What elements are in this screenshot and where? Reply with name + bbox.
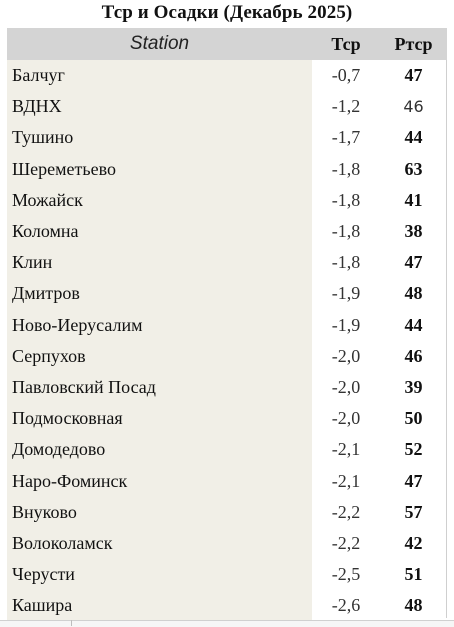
temp-value: -2,0 xyxy=(331,345,361,366)
station-name: Черусти xyxy=(7,559,312,591)
table-row: Шереметьево -1,8 63 xyxy=(7,153,447,185)
precip-value: 41 xyxy=(404,189,423,210)
header-precip: Ртср xyxy=(394,33,433,54)
data-table-container: Station Тср Ртср Балчуг -0,7 47 ВДНХ -1,… xyxy=(7,28,447,622)
table-row: Коломна -1,8 38 xyxy=(7,215,447,248)
precip-value: 44 xyxy=(404,127,423,148)
station-name: Подмосковная xyxy=(7,403,312,435)
station-name: Дмитров xyxy=(7,278,312,310)
handwritten-edit: 46 xyxy=(397,94,430,119)
table-row: Кашира -2,6 48 xyxy=(7,590,447,622)
precip-value: 48 xyxy=(404,283,423,304)
temp-value: -1,7 xyxy=(331,127,361,148)
precip-value: 48 xyxy=(404,595,423,616)
table-row: Тушино -1,7 44 xyxy=(7,122,447,154)
sheet-bottom-bar xyxy=(0,620,454,627)
station-name: Ново-Иерусалим xyxy=(7,309,312,341)
precip-value: 50 xyxy=(404,408,423,429)
precip-value: 44 xyxy=(404,314,423,335)
station-name: Можайск xyxy=(7,184,312,216)
station-name: Тушино xyxy=(7,122,312,154)
table-row: Подмосковная -2,0 50 xyxy=(7,403,447,435)
station-name: Внуково xyxy=(7,496,312,528)
precip-value: 57 xyxy=(404,501,423,522)
station-name: ВДНХ xyxy=(7,91,312,123)
temp-value: -2,0 xyxy=(331,376,361,397)
precip-value: 39 xyxy=(404,376,423,397)
table-row: Внуково -2,2 57 xyxy=(7,496,447,528)
temp-value: -2,1 xyxy=(331,439,361,460)
temp-value: -2,6 xyxy=(331,595,361,616)
precip-value: 46 xyxy=(404,345,423,366)
table-row: Павловский Посад -2,0 39 xyxy=(7,371,447,404)
station-name: Волоколамск xyxy=(7,527,312,559)
temp-value: -2,2 xyxy=(331,501,361,522)
table-row: Волоколамск -2,2 42 xyxy=(7,527,447,559)
table-row: Дмитров -1,9 48 xyxy=(7,278,447,310)
table-title: Тср и Осадки (Декабрь 2025) xyxy=(101,2,353,23)
precip-value: 51 xyxy=(404,564,423,585)
table-header-row: Station Тср Ртср xyxy=(7,28,447,60)
station-name: Коломна xyxy=(7,215,312,248)
station-name: Наро-Фоминск xyxy=(7,465,312,497)
table-row: Клин -1,8 47 xyxy=(7,247,447,279)
temp-value: -1,2 xyxy=(331,96,361,117)
table-row: Наро-Фоминск -2,1 47 xyxy=(7,465,447,497)
station-name: Павловский Посад xyxy=(7,371,312,404)
temp-value: -2,5 xyxy=(331,564,361,585)
station-name: Кашира xyxy=(7,590,312,622)
sheet-tab-divider xyxy=(71,620,72,626)
station-name: Шереметьево xyxy=(7,153,312,185)
station-name: Серпухов xyxy=(7,340,312,372)
station-table: Station Тср Ртср Балчуг -0,7 47 ВДНХ -1,… xyxy=(7,28,447,622)
precip-value: 42 xyxy=(404,532,423,553)
table-row: Домодедово -2,1 52 xyxy=(7,434,447,466)
precip-value: 47 xyxy=(404,65,423,86)
precip-value: 47 xyxy=(404,470,423,491)
temp-value: -0,7 xyxy=(331,65,361,86)
temp-value: -1,8 xyxy=(331,252,361,273)
precip-value: 38 xyxy=(404,221,423,242)
temp-value: -1,8 xyxy=(331,221,361,242)
station-name: Клин xyxy=(7,247,312,279)
temp-value: -1,9 xyxy=(331,314,361,335)
temp-value: -1,8 xyxy=(331,189,361,210)
station-name: Балчуг xyxy=(7,60,312,92)
precip-value-handwritten: 46 xyxy=(380,91,447,122)
station-name: Домодедово xyxy=(7,434,312,466)
precip-value: 63 xyxy=(404,158,423,179)
table-row: Ново-Иерусалим -1,9 44 xyxy=(7,309,447,341)
header-temp: Тср xyxy=(331,33,361,54)
temp-value: -1,9 xyxy=(331,283,361,304)
temp-value: -2,1 xyxy=(331,470,361,491)
header-station: Station xyxy=(129,33,190,54)
table-row: Черусти -2,5 51 xyxy=(7,559,447,591)
precip-value: 52 xyxy=(404,439,423,460)
table-row: Можайск -1,8 41 xyxy=(7,184,447,216)
temp-value: -2,2 xyxy=(331,532,361,553)
temp-value: -1,8 xyxy=(331,158,361,179)
temp-value: -2,0 xyxy=(331,408,361,429)
precip-value: 47 xyxy=(404,252,423,273)
table-row: Серпухов -2,0 46 xyxy=(7,340,447,372)
table-row: ВДНХ -1,2 46 xyxy=(7,91,447,123)
table-row: Балчуг -0,7 47 xyxy=(7,60,447,92)
